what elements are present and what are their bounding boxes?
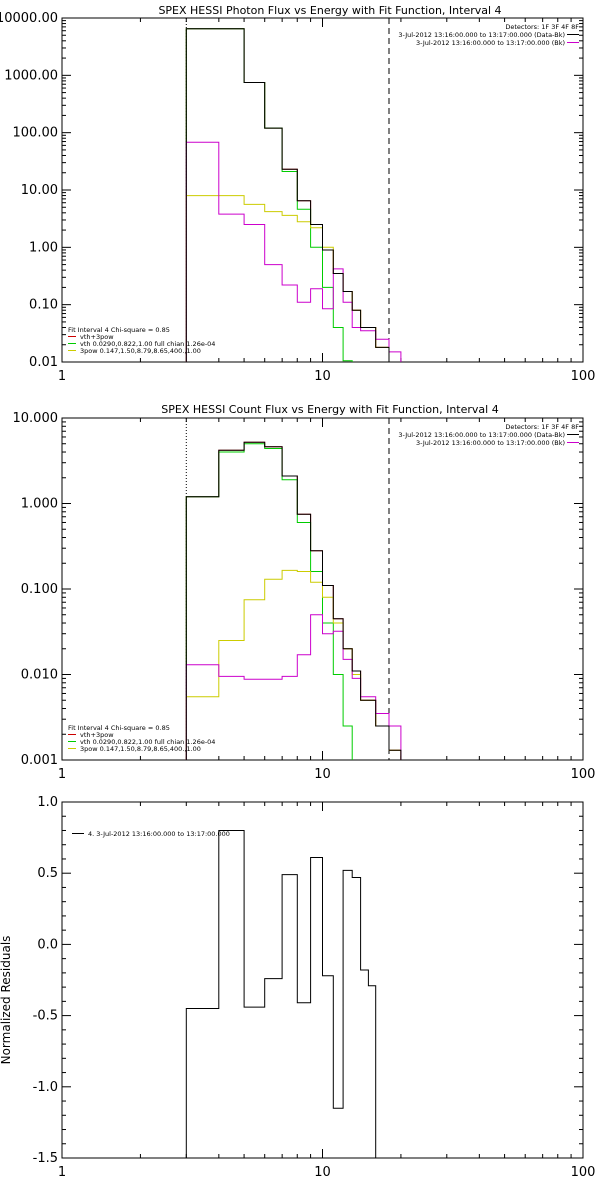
residual-x-tick-label: 100 xyxy=(571,1165,596,1180)
count-x-tick-label: 10 xyxy=(314,767,331,782)
photon-x-tick-label: 10 xyxy=(314,369,331,384)
count-legend-detectors: Detectors: 1F 3F 4F 8F xyxy=(505,423,579,431)
photon-legend-entry: vth 0.0290,0.822,1.00 full chian 1.26e-0… xyxy=(80,340,215,348)
residuals-ylabel: Normalized Residuals xyxy=(0,936,13,1065)
photon-legend-entry: 3pow 0.147,1.50,8.79,8.65,400.,1.00 xyxy=(80,347,201,355)
residual-x-tick-label: 10 xyxy=(314,1165,331,1180)
count-legend-entry: vth+3pow xyxy=(80,731,114,739)
count-legend-entry: 3pow 0.147,1.50,8.79,8.65,400.,1.00 xyxy=(80,745,201,753)
count-y-tick-label: 0.010 xyxy=(21,668,58,683)
count-legend-entry: 3-Jul-2012 13:16:00.000 to 13:17:00.000 … xyxy=(416,439,565,447)
count-chart-title: SPEX HESSI Count Flux vs Energy with Fit… xyxy=(161,403,498,416)
count-flux-panel: SPEX HESSI Count Flux vs Energy with Fit… xyxy=(13,403,596,782)
photon-legend-entry: 3-Jul-2012 13:16:00.000 to 13:17:00.000 … xyxy=(398,31,565,39)
photon-legend-entry: 3-Jul-2012 13:16:00.000 to 13:17:00.000 … xyxy=(416,39,565,47)
count-plot-area: 1 10 100 0.001 0.010 0.100 1.000 10.000 Detector… xyxy=(13,411,596,782)
count-legend-fit: Fit Interval 4 Chi-square = 0.85 xyxy=(68,724,170,732)
photon-series-data xyxy=(185,28,390,362)
photon-chart-title: SPEX HESSI Photon Flux vs Energy with Fi… xyxy=(158,4,501,17)
count-y-tick-label: 10.000 xyxy=(13,411,59,426)
residual-y-tick-label: -1.5 xyxy=(33,1151,58,1166)
count-legend-entry: vth 0.0290,0.822,1.00 full chian 1.26e-0… xyxy=(80,738,215,746)
residual-y-tick-label: 1.0 xyxy=(37,795,58,810)
photon-x-tick-label: 100 xyxy=(571,369,596,384)
residual-y-tick-label: 0.5 xyxy=(37,866,58,881)
photon-flux-panel: SPEX HESSI Photon Flux vs Energy with Fi… xyxy=(0,4,595,384)
count-series-data xyxy=(185,441,402,760)
residuals-plot-area: 1 10 100 -1.5 -1.0 -0.5 0.0 0.5 1.0 4. 3-Jul-2012… xyxy=(33,795,596,1180)
residual-y-tick-label: -1.0 xyxy=(33,1080,58,1095)
count-series-vth xyxy=(185,443,353,760)
photon-y-tick-label: 10000.00 xyxy=(0,11,58,26)
residuals-panel: Normalized Residuals 1 10 100 -1.5 -1.0 -0.5 0… xyxy=(0,795,595,1180)
count-x-tick-label: 100 xyxy=(571,767,596,782)
photon-y-tick-label: 1000.00 xyxy=(4,68,58,83)
photon-y-tick-label: 0.10 xyxy=(29,298,58,313)
residual-y-tick-label: -0.5 xyxy=(33,1009,58,1024)
photon-y-tick-label: 1.00 xyxy=(29,240,58,255)
residual-series-residuals xyxy=(185,830,377,1158)
residual-x-tick-label: 1 xyxy=(58,1165,66,1180)
count-y-tick-label: 1.000 xyxy=(21,497,58,512)
residual-legend-entry: 4. 3-Jul-2012 13:16:00.000 to 13:17:00.0… xyxy=(88,830,230,838)
count-legend-entry: 3-Jul-2012 13:16:00.000 to 13:17:00.000 … xyxy=(398,431,565,439)
photon-legend-detectors: Detectors: 1F 3F 4F 8F xyxy=(505,23,579,31)
count-x-tick-label: 1 xyxy=(58,767,66,782)
photon-plot-area: 1 10 100 0.01 0.10 1.00 10.00 100.00 1000.00 1000… xyxy=(0,11,595,384)
photon-y-tick-label: 10.00 xyxy=(21,183,58,198)
count-y-tick-label: 0.001 xyxy=(21,753,58,768)
photon-legend-fit: Fit Interval 4 Chi-square = 0.85 xyxy=(68,326,170,334)
residual-y-tick-label: 0.0 xyxy=(37,937,58,952)
photon-legend-entry: vth+3pow xyxy=(80,333,114,341)
count-y-tick-label: 0.100 xyxy=(21,582,58,597)
photon-y-tick-label: 100.00 xyxy=(13,126,59,141)
photon-y-tick-label: 0.01 xyxy=(29,355,58,370)
photon-x-tick-label: 1 xyxy=(58,369,66,384)
